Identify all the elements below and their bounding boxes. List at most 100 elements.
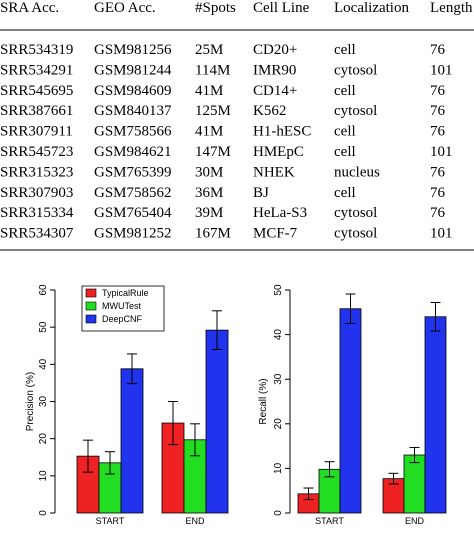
table-cell: 167M — [195, 226, 231, 242]
legend-label: TypicalRule — [102, 288, 149, 298]
table-cell: GSM758562 — [94, 185, 172, 201]
table-row: SRR534319 GSM981256 25M CD20+ cell 76 — [0, 42, 446, 58]
table-cell: 76 — [430, 164, 446, 180]
table-cell: NHEK — [253, 164, 295, 180]
table-cell: GSM758566 — [94, 124, 172, 140]
table-cell: MCF-7 — [253, 226, 298, 242]
legend-swatch — [85, 288, 97, 298]
table-cell: cell — [334, 185, 356, 201]
table-cell: K562 — [253, 103, 286, 119]
table-cell: SRR387661 — [0, 103, 73, 119]
table-cell: nucleus — [334, 164, 380, 180]
table-cell: cell — [334, 124, 356, 140]
table-header-cell: Cell Line — [253, 0, 310, 16]
table-cell: 147M — [195, 144, 231, 160]
table-cell: H1-hESC — [253, 124, 311, 140]
y-tick-label: 10 — [38, 470, 49, 482]
category-label: END — [185, 516, 205, 526]
table-cell: 76 — [430, 124, 446, 140]
table-cell: 101 — [430, 62, 453, 78]
y-tick-label: 60 — [38, 284, 49, 296]
table-row: SRR545723 GSM984621 147M HMEpC cell 101 — [0, 144, 453, 160]
y-tick-label: 10 — [273, 462, 284, 474]
y-tick-label: 40 — [273, 329, 284, 341]
table-cell: SRR315334 — [0, 205, 74, 221]
bar-mwutest-end — [403, 454, 426, 514]
table-row: SRR545695 GSM984609 41M CD14+ cell 76 — [0, 83, 446, 99]
legend-swatch — [85, 301, 97, 311]
table-cell: 114M — [195, 62, 230, 78]
table-cell: 76 — [430, 205, 446, 221]
table-cell: cell — [334, 83, 356, 99]
y-axis-label: Precision (%) — [25, 372, 36, 431]
table-cell: 25M — [195, 42, 223, 58]
table-cell: CD20+ — [253, 42, 297, 58]
y-tick-label: 30 — [38, 396, 49, 408]
legend-swatch — [85, 314, 97, 324]
table-cell: SRR307903 — [0, 185, 73, 201]
y-axis-label: Recall (%) — [258, 378, 269, 424]
table-cell: cytosol — [334, 103, 377, 119]
table-cell: 125M — [195, 103, 231, 119]
table-cell: 76 — [430, 83, 446, 99]
table-header-cell: Localization — [334, 0, 409, 16]
y-tick-label: 30 — [273, 373, 284, 385]
table-header-cell: SRA Acc. — [0, 0, 59, 16]
table-cell: 76 — [430, 42, 446, 58]
table-cell: SRR545723 — [0, 144, 73, 160]
bar-deepcnf-end — [205, 329, 229, 514]
category-label: END — [405, 516, 425, 526]
table-row: SRR307911 GSM758566 41M H1-hESC cell 76 — [0, 124, 446, 140]
table-cell: cytosol — [334, 205, 377, 221]
table-row: SRR315323 GSM765399 30M NHEK nucleus 76 — [0, 164, 446, 180]
table-cell: GSM840137 — [94, 103, 172, 119]
legend-label: DeepCNF — [102, 314, 143, 324]
data-table-graphic: SRA Acc. GEO Acc. #Spots Cell Line Localizat… — [0, 0, 474, 251]
table-cell: cell — [334, 144, 356, 160]
table-header-cell: Length — [430, 0, 473, 16]
bar-deepcnf-start — [339, 308, 362, 514]
table-cell: SRR307911 — [0, 124, 73, 140]
table-header-cell: #Spots — [195, 0, 236, 16]
chart-2: 0 10 20 30 40 50 Recall (%) START END — [258, 284, 447, 526]
table-cell: HeLa-S3 — [253, 205, 307, 221]
bar-deepcnf-start — [120, 368, 144, 514]
table-cell: IMR90 — [253, 62, 296, 78]
table-cell: GSM981256 — [94, 42, 172, 58]
y-tick-label: 0 — [38, 510, 49, 516]
table-cell: 41M — [195, 124, 223, 140]
figures: 0 10 20 30 40 50 60 Precision (%) START END Typica… — [0, 260, 474, 528]
table-cell: BJ — [253, 185, 269, 201]
table-cell: cytosol — [334, 62, 377, 78]
table-cell: GSM984621 — [94, 144, 172, 160]
table-row: SRR315334 GSM765404 39M HeLa-S3 cytosol 76 — [0, 205, 446, 221]
bar-charts: 0 10 20 30 40 50 60 Precision (%) START END Typica… — [25, 284, 447, 526]
y-tick-label: 0 — [273, 510, 284, 516]
table-cell: SRR315323 — [0, 164, 73, 180]
table-cell: CD14+ — [253, 83, 297, 99]
table-cell: SRR534291 — [0, 62, 73, 78]
y-tick-label: 50 — [38, 321, 49, 333]
table-cell: 41M — [195, 83, 223, 99]
y-tick-label: 40 — [38, 358, 49, 370]
y-tick-label: 20 — [273, 418, 284, 430]
table-cell: GSM981252 — [94, 226, 172, 242]
table-cell: GSM765404 — [94, 205, 172, 221]
table-cell: 36M — [195, 185, 223, 201]
legend-label: MWUTest — [102, 301, 141, 311]
table-row: SRR534307 GSM981252 167M MCF-7 cytosol 101 — [0, 226, 453, 242]
table-row: SRR387661 GSM840137 125M K562 cytosol 76 — [0, 103, 446, 119]
chart-1: 0 10 20 30 40 50 60 Precision (%) START END Typica… — [25, 284, 229, 526]
table-cell: GSM765399 — [94, 164, 172, 180]
table-cell: GSM981244 — [94, 62, 172, 78]
table-cell: 76 — [430, 185, 446, 201]
table-cell: cell — [334, 42, 356, 58]
table-cell: 101 — [430, 144, 453, 160]
table-row: SRR307903 GSM758562 36M BJ cell 76 — [0, 185, 446, 201]
table-cell: 76 — [430, 103, 446, 119]
data-table: SRA Acc. GEO Acc. #Spots Cell Line Localizat… — [0, 0, 474, 260]
y-tick-label: 20 — [38, 433, 49, 445]
y-tick-label: 50 — [273, 284, 284, 296]
category-label: START — [315, 516, 344, 526]
table-cell: 39M — [195, 205, 223, 221]
